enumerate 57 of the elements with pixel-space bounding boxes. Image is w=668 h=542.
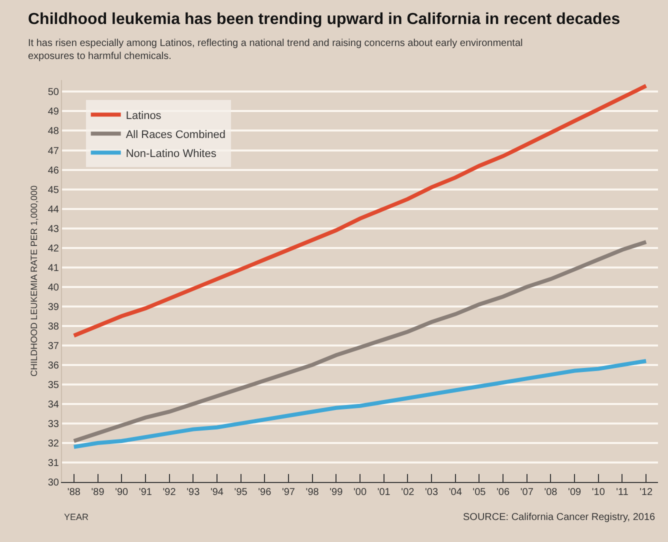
x-tick-label: '09 [568,487,582,498]
y-tick-label: 49 [48,106,60,118]
x-tick-label: '88 [67,487,81,498]
y-tick-label: 42 [48,243,60,254]
y-tick-label: 30 [48,478,60,488]
y-tick-label: 36 [48,360,60,372]
y-tick-label: 32 [48,438,60,450]
y-tick-label: 47 [48,146,60,157]
x-tick-label: '04 [448,487,462,498]
x-tick-label: '03 [424,487,438,498]
line-series [72,359,648,449]
legend-label: Latinos [126,110,162,122]
chart-title: Childhood leukemia has been trending upward in California in recent decades [28,11,620,28]
y-tick-label: 35 [48,380,60,391]
y-tick-label: 46 [48,165,60,176]
y-tick-label: 41 [48,262,60,274]
x-tick-label: '93 [186,487,200,498]
x-tick-label: '01 [377,487,391,498]
line-series [72,84,648,338]
x-tick-label: '02 [401,487,415,498]
x-tick-label: '91 [138,487,152,498]
x-tick-label: '97 [282,487,296,498]
y-tick-label: 39 [48,302,60,313]
source-note: SOURCE: California Cancer Registry, 2016 [463,512,656,523]
x-tick-label: '94 [210,487,224,498]
x-tick-label: '00 [353,487,367,498]
y-tick-label: 45 [48,184,60,196]
y-tick-label: 34 [48,399,60,410]
x-tick-label: '08 [544,487,558,498]
y-tick-label: 37 [48,340,60,352]
y-tick-label: 40 [48,282,60,294]
y-tick-label: 38 [48,321,60,332]
x-tick-label: '92 [162,487,176,498]
y-tick-label: 50 [48,87,60,98]
y-axis-title: CHILDHOOD LEUKEMIA RATE PER 1,000,000 [29,186,40,376]
x-axis-title: YEAR [64,512,90,522]
y-tick-label: 43 [48,224,60,235]
y-tick-label: 33 [48,418,60,430]
chart-subtitle: It has risen especially among Latinos, reflecting a national trend and raising concerns about early environmental exposures to harmful chemicals. [28,38,523,62]
x-tick-label: '96 [258,487,272,498]
y-tick-label: 31 [48,458,60,469]
x-tick-label: '89 [91,487,105,498]
x-tick-label: '05 [472,487,486,498]
x-tick-label: '10 [592,487,606,498]
x-tick-label: '12 [640,487,654,498]
line-series [72,240,648,444]
legend-label: All Races Combined [126,128,226,141]
x-tick-label: '99 [330,487,344,498]
y-tick-label: 48 [48,126,60,138]
x-tick-label: '07 [520,487,534,498]
x-tick-label: '95 [234,487,248,498]
legend-label: Non-Latino Whites [126,148,217,160]
x-tick-label: '98 [306,487,320,498]
x-tick-label: '11 [616,487,629,498]
x-tick-label: '90 [115,487,129,498]
x-tick-label: '06 [496,487,510,498]
y-tick-label: 44 [48,204,60,216]
